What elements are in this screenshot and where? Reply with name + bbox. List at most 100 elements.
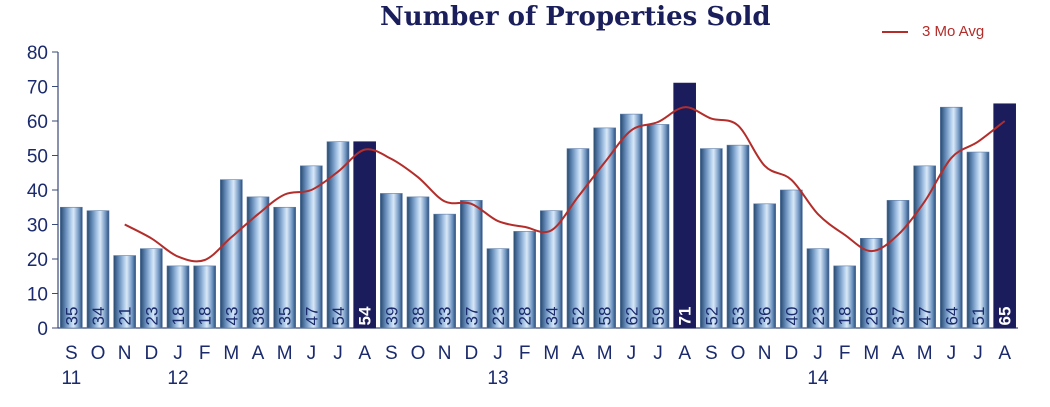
- bar: [860, 238, 883, 329]
- bar-value-label: 54: [329, 307, 348, 326]
- x-tick-label: J: [307, 343, 317, 364]
- bar: [540, 210, 563, 329]
- year-label: 12: [167, 368, 188, 389]
- bar-value-label: 35: [62, 307, 81, 326]
- bar: [380, 193, 403, 329]
- bar: [486, 248, 510, 329]
- bar: [780, 189, 803, 329]
- x-tick-label: M: [917, 343, 933, 364]
- bar: [326, 141, 350, 329]
- bar-value-label: 39: [382, 307, 401, 326]
- bar-value-label: 34: [89, 307, 108, 326]
- bar: [166, 265, 190, 329]
- bar: [246, 196, 270, 329]
- x-tick-label: J: [173, 343, 183, 364]
- y-tick-label: 40: [27, 181, 48, 202]
- year-label: 11: [61, 368, 81, 389]
- y-tick-label: 30: [27, 216, 48, 237]
- bar: [620, 113, 643, 329]
- x-tick-label: F: [199, 343, 211, 364]
- bar-value-label: 37: [462, 307, 481, 326]
- bar: [646, 124, 670, 329]
- y-tick-label: 0: [37, 319, 48, 340]
- x-tick-label: A: [252, 343, 265, 364]
- x-tick-label: J: [333, 343, 343, 364]
- x-tick-label: O: [411, 343, 426, 364]
- bar: [406, 196, 430, 329]
- x-tick-label: F: [519, 343, 531, 364]
- bar-value-label: 33: [436, 307, 455, 326]
- bar-value-label: 47: [302, 307, 321, 326]
- avg-line: [124, 106, 1006, 263]
- bar-value-label: 18: [836, 307, 855, 326]
- bar: [966, 151, 990, 329]
- chart-title: Number of Properties Sold: [380, 2, 771, 32]
- bar-value-label: 52: [702, 307, 721, 326]
- bar-value-label: 37: [889, 307, 908, 326]
- x-tick-label: F: [839, 343, 851, 364]
- y-tick-label: 80: [27, 43, 48, 64]
- bar: [60, 206, 83, 329]
- bar-value-label: 59: [649, 307, 668, 326]
- bar: [566, 148, 590, 329]
- bar-value-label: 23: [142, 307, 161, 326]
- x-tick-label: S: [65, 343, 78, 364]
- bar-value-label: 58: [596, 307, 615, 326]
- y-tick-label: 10: [27, 285, 48, 306]
- year-label: 14: [807, 368, 829, 389]
- bar-value-label: 43: [222, 307, 241, 326]
- x-tick-label: J: [627, 343, 637, 364]
- bar-value-label: 28: [516, 307, 535, 326]
- x-tick-label: A: [678, 343, 691, 364]
- bar: [833, 265, 856, 329]
- legend-line-swatch: [882, 31, 908, 33]
- bar: [940, 106, 963, 329]
- x-tick-label: O: [731, 343, 746, 364]
- y-tick-label: 20: [27, 250, 48, 271]
- bar: [220, 179, 243, 329]
- bar: [433, 213, 456, 329]
- x-tick-label: J: [813, 343, 823, 364]
- bar-value-label: 51: [969, 307, 988, 326]
- x-tick-label: A: [358, 343, 371, 364]
- x-tick-label: M: [863, 343, 879, 364]
- bar: [140, 248, 163, 329]
- y-tick-label: 60: [27, 112, 48, 133]
- x-tick-label: N: [758, 343, 772, 364]
- x-tick-label: J: [973, 343, 983, 364]
- x-tick-label: M: [277, 343, 293, 364]
- bar-value-label: 47: [916, 307, 935, 326]
- x-tick-label: J: [947, 343, 957, 364]
- x-tick-label: J: [653, 343, 663, 364]
- x-tick-label: D: [144, 343, 158, 364]
- y-tick-label: 50: [27, 147, 48, 168]
- x-tick-label: D: [784, 343, 798, 364]
- bar-value-label: 36: [756, 307, 775, 326]
- x-tick-label: N: [118, 343, 132, 364]
- bar-value-label: 23: [489, 307, 508, 326]
- bar: [593, 127, 616, 329]
- bar-value-label: 62: [622, 307, 641, 326]
- bar: [726, 144, 750, 329]
- bar: [806, 248, 830, 329]
- x-tick-label: S: [385, 343, 398, 364]
- x-tick-label: D: [464, 343, 478, 364]
- bar: [193, 265, 216, 329]
- x-tick-label: A: [572, 343, 585, 364]
- x-tick-label: N: [438, 343, 452, 364]
- bar: [113, 255, 136, 329]
- x-tick-label: M: [597, 343, 613, 364]
- year-label: 13: [487, 368, 508, 389]
- bar: [513, 231, 536, 329]
- bar: [273, 206, 296, 329]
- bar: [993, 103, 1016, 329]
- bar-value-label: 23: [809, 307, 828, 326]
- bar: [86, 210, 110, 329]
- bar-value-label: 54: [356, 306, 375, 325]
- x-tick-label: M: [223, 343, 239, 364]
- bar-value-label: 18: [169, 307, 188, 326]
- bar: [353, 141, 376, 329]
- bar-value-label: 18: [196, 307, 215, 326]
- bar-value-label: 65: [996, 307, 1015, 326]
